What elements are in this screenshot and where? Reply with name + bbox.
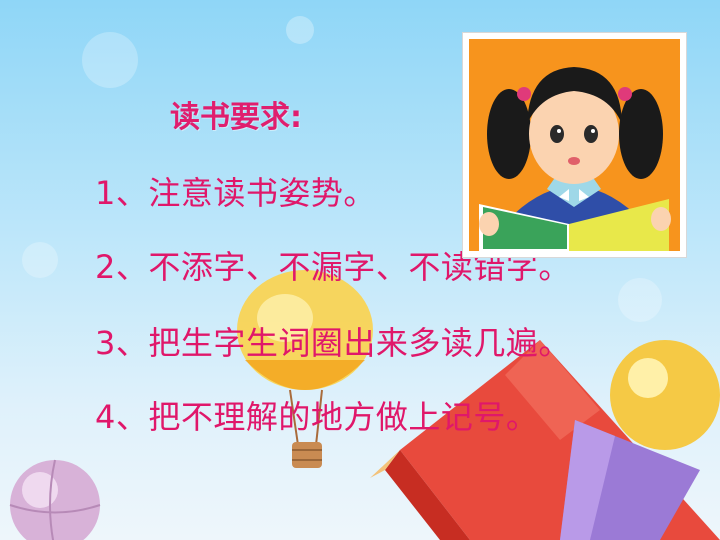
girl-reading-book-icon	[469, 39, 680, 251]
girl-reading-illustration	[462, 32, 687, 258]
requirement-item-1: 1、注意读书姿势。	[95, 174, 376, 212]
requirement-item-4: 4、把不理解的地方做上记号。	[95, 398, 539, 436]
balloon-icon	[9, 459, 101, 540]
hot-air-balloon-icon	[237, 270, 373, 468]
bubble	[82, 32, 138, 88]
slide-heading: 读书要求:	[170, 100, 302, 135]
requirement-item-3: 3、把生字生词圈出来多读几遍。	[95, 324, 571, 362]
crayon-icon	[560, 340, 720, 540]
